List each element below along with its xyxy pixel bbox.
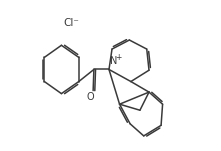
Text: N: N [110, 56, 117, 66]
Text: O: O [86, 92, 94, 102]
Text: +: + [115, 53, 121, 62]
Text: Cl⁻: Cl⁻ [63, 18, 79, 28]
